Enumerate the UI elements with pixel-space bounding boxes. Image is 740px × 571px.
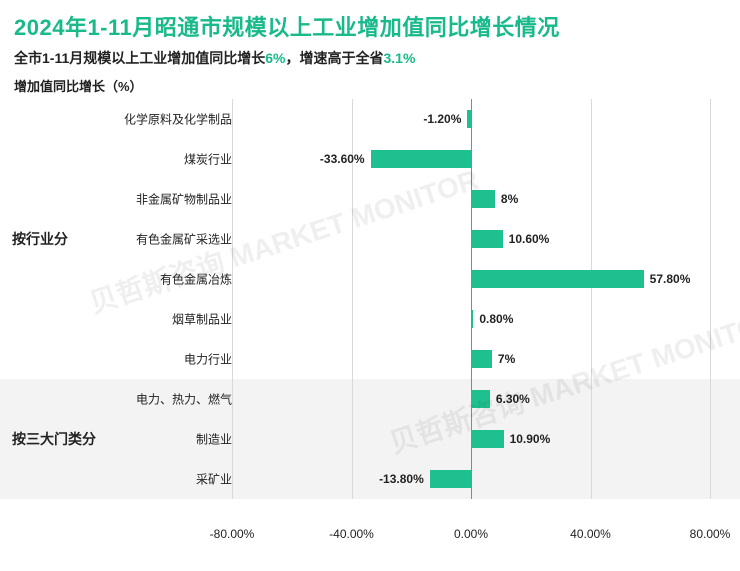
- value-label: 6.30%: [496, 392, 530, 406]
- table-row: 非金属矿物制品业 8%: [0, 179, 740, 219]
- table-row: 煤炭行业 -33.60%: [0, 139, 740, 179]
- bar-chart: -80.00% -40.00% 0.00% 40.00% 80.00% 化学原料及化学制品…: [0, 99, 740, 559]
- category-label: 采矿业: [196, 471, 232, 488]
- bar: [371, 150, 471, 168]
- bar: [430, 470, 471, 488]
- value-label: 10.90%: [510, 432, 551, 446]
- value-label: 0.80%: [479, 312, 513, 326]
- value-label: -1.20%: [423, 112, 461, 126]
- page-title: 2024年1-11月昭通市规模以上工业增加值同比增长情况: [0, 0, 740, 46]
- group-label: 按三大门类分: [12, 429, 96, 449]
- subtitle-v2: 3.1%: [383, 50, 415, 66]
- category-label: 有色金属冶炼: [160, 271, 232, 288]
- bar: [471, 310, 473, 328]
- table-row: 化学原料及化学制品 -1.20%: [0, 99, 740, 139]
- subtitle-v1: 6%: [265, 50, 285, 66]
- y-axis-title: 增加值同比增长（%）: [0, 76, 740, 95]
- table-row: 电力行业 7%: [0, 339, 740, 379]
- x-tick: -40.00%: [329, 527, 374, 541]
- value-label: 8%: [501, 192, 518, 206]
- value-label: -13.80%: [379, 472, 424, 486]
- x-tick: 0.00%: [454, 527, 488, 541]
- bar: [471, 350, 492, 368]
- table-row: 制造业 10.90%: [0, 419, 740, 459]
- category-label: 制造业: [196, 431, 232, 448]
- value-label: -33.60%: [320, 152, 365, 166]
- subtitle-prefix: 全市1-11月规模以上工业增加值同比增长: [14, 50, 265, 66]
- x-tick: -80.00%: [210, 527, 255, 541]
- category-label: 有色金属矿采选业: [136, 231, 232, 248]
- table-row: 有色金属矿采选业 10.60%: [0, 219, 740, 259]
- table-row: 电力、热力、燃气 6.30%: [0, 379, 740, 419]
- table-row: 采矿业 -13.80%: [0, 459, 740, 499]
- bar: [467, 110, 471, 128]
- group-label: 按行业分: [12, 229, 68, 249]
- category-label: 煤炭行业: [184, 151, 232, 168]
- bar: [471, 430, 504, 448]
- value-label: 57.80%: [650, 272, 691, 286]
- value-label: 10.60%: [509, 232, 550, 246]
- category-label: 电力行业: [184, 351, 232, 368]
- bar: [471, 230, 503, 248]
- bar: [471, 390, 490, 408]
- subtitle-mid: ，增速高于全省: [285, 50, 383, 66]
- category-label: 烟草制品业: [172, 311, 232, 328]
- x-tick: 80.00%: [690, 527, 731, 541]
- value-label: 7%: [498, 352, 515, 366]
- bar: [471, 190, 495, 208]
- x-tick: 40.00%: [570, 527, 611, 541]
- table-row: 烟草制品业 0.80%: [0, 299, 740, 339]
- subtitle: 全市1-11月规模以上工业增加值同比增长6%，增速高于全省3.1%: [0, 46, 740, 76]
- bar: [471, 270, 644, 288]
- table-row: 有色金属冶炼 57.80%: [0, 259, 740, 299]
- category-label: 非金属矿物制品业: [136, 191, 232, 208]
- category-label: 化学原料及化学制品: [124, 111, 232, 128]
- category-label: 电力、热力、燃气: [136, 391, 232, 408]
